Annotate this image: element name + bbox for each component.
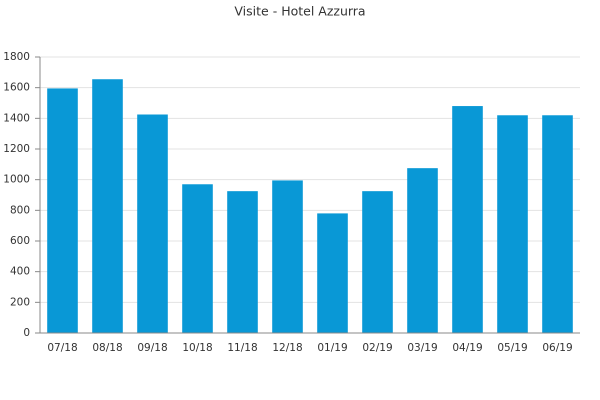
x-tick-label: 11/18: [227, 342, 257, 354]
y-tick-label: 1600: [3, 82, 30, 94]
bar: [137, 114, 168, 333]
x-tick-label: 06/19: [542, 342, 572, 354]
bar: [92, 79, 123, 333]
y-tick-label: 400: [10, 266, 30, 278]
bar: [497, 115, 528, 334]
x-tick-label: 03/19: [407, 342, 437, 354]
x-tick-label: 12/18: [272, 342, 302, 354]
bar: [272, 180, 303, 333]
x-tick-label: 04/19: [452, 342, 482, 354]
bar: [452, 106, 483, 333]
y-tick-label: 1400: [3, 112, 30, 124]
bar: [362, 191, 393, 333]
x-tick-label: 08/18: [92, 342, 122, 354]
y-tick-label: 600: [10, 235, 30, 247]
y-tick-label: 1800: [3, 51, 30, 63]
bar: [407, 168, 438, 333]
bar: [317, 213, 348, 333]
chart-title: Visite - Hotel Azzurra: [234, 4, 365, 19]
bar: [227, 191, 258, 333]
x-tick-label: 01/19: [317, 342, 347, 354]
y-tick-label: 200: [10, 296, 30, 308]
y-tick-label: 800: [10, 204, 30, 216]
y-tick-label: 1200: [3, 143, 30, 155]
x-tick-label: 10/18: [182, 342, 212, 354]
bar: [542, 115, 573, 334]
bar: [182, 184, 213, 333]
x-tick-label: 09/18: [137, 342, 167, 354]
y-tick-label: 0: [23, 327, 30, 339]
x-tick-label: 02/19: [362, 342, 392, 354]
y-tick-label: 1000: [3, 174, 30, 186]
x-tick-label: 05/19: [497, 342, 527, 354]
x-tick-label: 07/18: [47, 342, 77, 354]
bar: [47, 88, 78, 333]
